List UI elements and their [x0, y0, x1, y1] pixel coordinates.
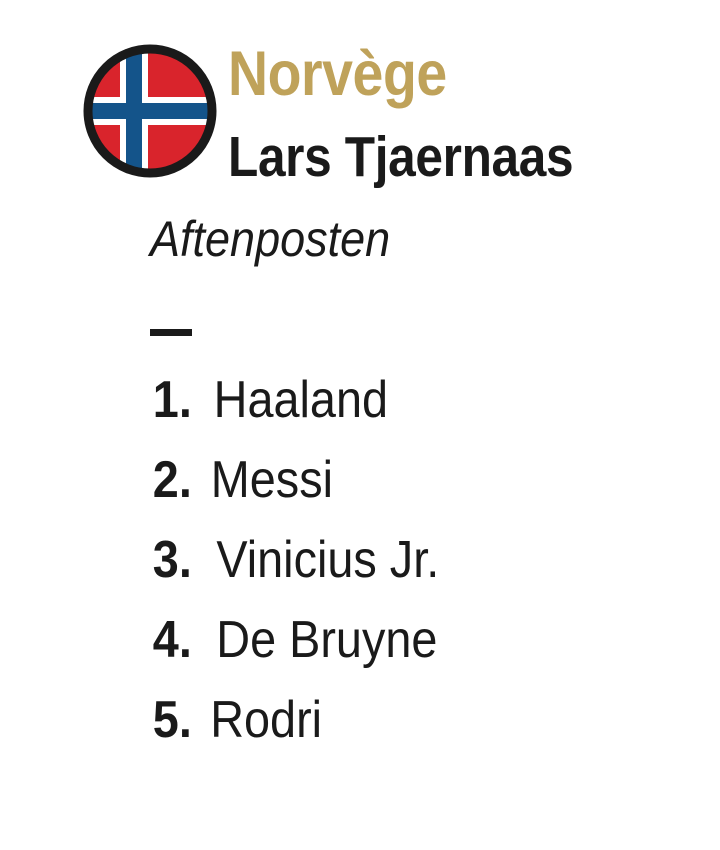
rank-number: 5.: [152, 691, 192, 749]
journalist-name: Lars Tjaernaas: [228, 125, 574, 189]
section-divider: [150, 329, 192, 336]
ranking-list: 1. Haaland 2. Messi 3. Vinicius Jr. 4. D…: [150, 372, 690, 772]
list-item: 3. Vinicius Jr.: [150, 532, 690, 612]
list-item: 2. Messi: [150, 452, 690, 532]
list-item: 4. De Bruyne: [150, 612, 690, 692]
outlet-name: Aftenposten: [150, 211, 391, 267]
player-name: Vinicius Jr.: [216, 531, 440, 589]
rank-number: 2.: [152, 451, 192, 509]
list-item: 5. Rodri: [150, 692, 690, 772]
country-name: Norvège: [228, 39, 447, 109]
player-name: Rodri: [210, 691, 323, 749]
card-header: Norvège Lars Tjaernaas: [0, 0, 720, 200]
rank-number: 1.: [152, 371, 192, 429]
rank-number: 4.: [152, 611, 192, 669]
rank-number: 3.: [152, 531, 192, 589]
norway-flag-circle-icon: [82, 43, 218, 179]
player-name: Haaland: [213, 371, 389, 429]
player-name: Messi: [210, 451, 334, 509]
player-name: De Bruyne: [216, 611, 438, 669]
list-item: 1. Haaland: [150, 372, 690, 452]
